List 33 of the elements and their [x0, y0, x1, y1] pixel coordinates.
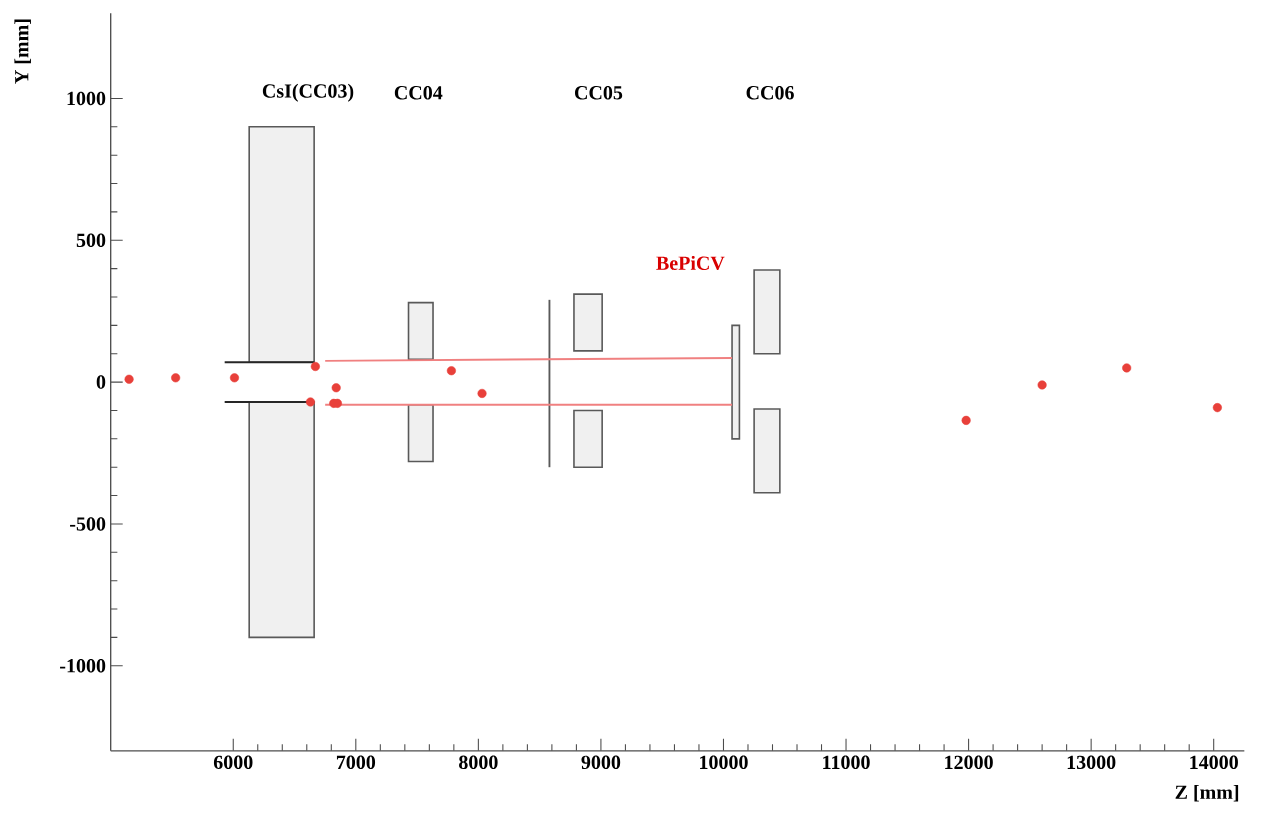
- x-tick-label: 11000: [823, 755, 870, 770]
- point: [477, 389, 487, 399]
- y-tick-label: -1000: [60, 659, 106, 673]
- point: [310, 362, 320, 372]
- annotation: CC06: [746, 86, 794, 100]
- point: [229, 373, 240, 383]
- y-tick-label: 1000: [67, 91, 106, 106]
- x-tick-label: 12000: [945, 755, 993, 770]
- y-axis-title: Y [mm]: [14, 19, 31, 85]
- x-axis-title: Z [mm]: [1175, 785, 1239, 802]
- x-tick-label: 14000: [1190, 755, 1238, 770]
- point: [446, 366, 456, 376]
- point: [1037, 380, 1047, 390]
- point: [331, 383, 341, 393]
- point: [1122, 363, 1132, 373]
- point: [171, 373, 181, 383]
- point: [1212, 403, 1222, 413]
- y-tick-label: -500: [70, 517, 106, 531]
- annotation: CC05: [575, 86, 623, 100]
- x-tick-label: 13000: [1067, 755, 1116, 770]
- point: [305, 397, 315, 407]
- annotation: CC04: [394, 86, 443, 100]
- x-tick-label: 8000: [459, 755, 498, 770]
- y-tick-label: 500: [76, 233, 106, 248]
- annotation: BePiCV: [656, 256, 725, 271]
- point: [124, 374, 134, 385]
- x-tick-label: 7000: [336, 755, 376, 770]
- y-tick-label: 0: [96, 375, 106, 390]
- x-tick-label: 6000: [213, 755, 253, 770]
- x-tick-label: 10000: [700, 755, 748, 770]
- x-tick-label: 9000: [581, 755, 621, 770]
- point: [961, 416, 971, 426]
- annotation: CsI(CC03): [262, 83, 354, 103]
